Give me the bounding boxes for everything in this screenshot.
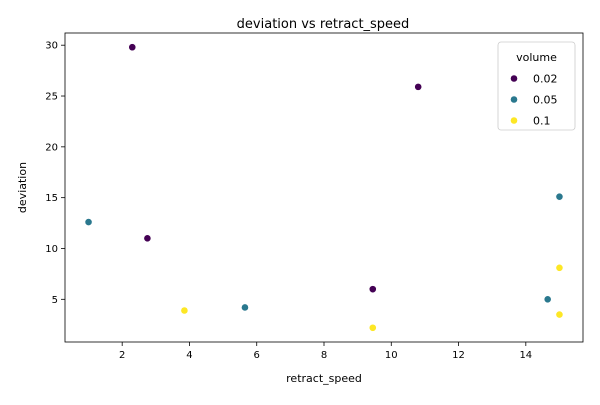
- legend-title: volume: [516, 51, 557, 64]
- data-point-volume-0.02: [128, 43, 137, 52]
- legend-marker: [510, 95, 518, 104]
- data-point-volume-0.05: [555, 192, 564, 201]
- x-tick-label: 12: [452, 350, 465, 361]
- x-tick-label: 10: [385, 350, 398, 361]
- x-tick-label: 2: [119, 350, 125, 361]
- chart-title: deviation vs retract_speed: [237, 17, 410, 32]
- y-tick-label: 5: [52, 295, 58, 306]
- data-point-volume-0.1: [555, 310, 564, 319]
- data-point-volume-0.02: [414, 82, 423, 91]
- data-point-volume-0.02: [368, 285, 377, 294]
- plot-frame: [64, 32, 584, 343]
- y-tick-label: 20: [45, 142, 58, 153]
- data-point-volume-0.1: [368, 323, 377, 332]
- plot-area: 2 4 6 8 10 12 14 5 10 15 20 25 30: [45, 41, 564, 361]
- data-point-volume-0.1: [180, 306, 189, 315]
- legend-entry-label: 0.02: [533, 73, 558, 86]
- x-tick-label: 4: [186, 350, 192, 361]
- data-point-volume-0.05: [241, 303, 249, 312]
- data-point-volume-0.1: [555, 263, 564, 272]
- x-tick-label: 14: [519, 350, 532, 361]
- x-axis-label: retract_speed: [286, 372, 362, 385]
- y-tick-label: 25: [45, 92, 58, 103]
- legend-marker: [510, 74, 518, 83]
- legend: volume 0.02 0.05 0.1: [497, 41, 576, 131]
- legend-box: [497, 41, 576, 131]
- legend-marker: [510, 116, 518, 125]
- x-tick-label: 8: [321, 350, 327, 361]
- legend-entry-label: 0.05: [533, 94, 558, 107]
- x-tick-label: 6: [254, 350, 260, 361]
- data-point-volume-0.05: [543, 295, 552, 304]
- data-point-volume-0.02: [143, 234, 152, 243]
- legend-entry-label: 0.1: [533, 115, 551, 128]
- y-axis-label: deviation: [16, 162, 29, 213]
- data-point-volume-0.05: [84, 218, 93, 226]
- y-tick-label: 15: [45, 193, 58, 204]
- y-tick-label: 10: [45, 244, 58, 255]
- y-tick-label: 30: [45, 41, 58, 52]
